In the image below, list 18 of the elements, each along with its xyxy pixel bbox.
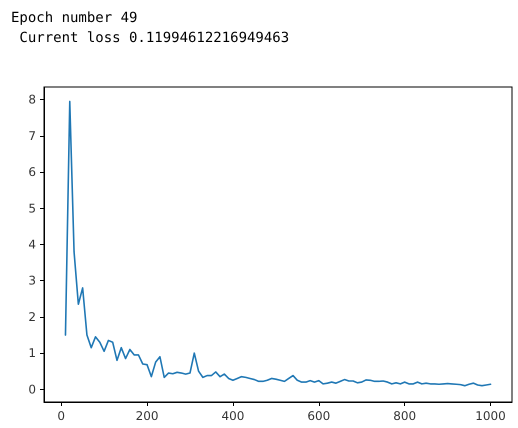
y-tick-label: 1	[28, 346, 36, 360]
y-tick-label: 3	[28, 274, 36, 288]
y-tick-label: 8	[28, 92, 36, 107]
chart-subtitle: Current loss 0.11994612216949463	[11, 30, 290, 46]
y-tick-label: 4	[28, 238, 36, 252]
x-tick-label: 1000	[475, 409, 506, 423]
y-tick-label: 7	[28, 128, 36, 143]
x-tick-label: 800	[393, 409, 416, 423]
x-tick-label: 0	[57, 409, 65, 423]
y-tick-label: 6	[28, 165, 36, 180]
chart-title: Epoch number 49	[11, 10, 138, 26]
line-series	[64, 100, 492, 387]
x-tick-label: 600	[307, 409, 330, 423]
x-tick-label: 400	[221, 409, 244, 423]
y-tick-label: 2	[28, 310, 36, 324]
y-tick-label: 5	[28, 201, 36, 216]
x-tick-label: 200	[136, 409, 158, 423]
y-tick-label: 0	[28, 382, 36, 396]
